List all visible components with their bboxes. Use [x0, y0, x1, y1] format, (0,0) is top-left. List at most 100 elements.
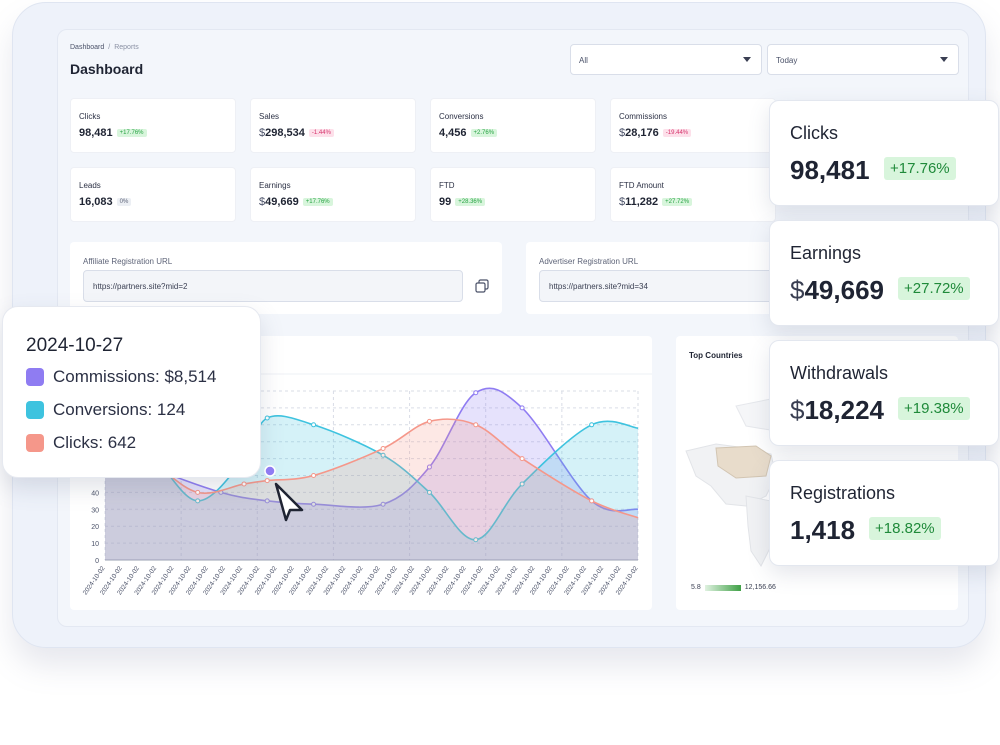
floating-card-label: Earnings [790, 243, 862, 263]
date-range-value: Today [776, 56, 798, 65]
data-point [241, 481, 247, 487]
stat-number: 98,481 [79, 127, 113, 139]
stat-value: $11,282 +27.72% [619, 196, 693, 208]
floating-card-number: 49,669 [804, 275, 884, 305]
map-scale-max: 12,156.66 [744, 584, 776, 591]
floating-card-withdrawals: Withdrawals $18,224 +19.38% [769, 340, 999, 446]
chevron-down-icon [940, 57, 948, 62]
stat-label: FTD Amount [619, 181, 664, 190]
y-tick-label: 30 [91, 507, 99, 514]
stat-value: $49,669 +17.76% [259, 196, 333, 208]
data-point [195, 498, 201, 504]
data-point [519, 405, 525, 411]
copy-icon[interactable] [475, 279, 489, 293]
floating-card-clicks: Clicks 98,481 +17.76% [769, 100, 999, 206]
stat-card-leads: Leads 16,083 0% [70, 167, 236, 222]
stat-change-badge: -19.44% [662, 129, 692, 137]
stat-number: 28,176 [625, 127, 659, 139]
tooltip-clicks: Clicks: 642 [53, 433, 137, 452]
tooltip-row-clicks: Clicks: 642 [26, 433, 136, 453]
map-legend: 5.8 12,156.66 [691, 584, 776, 591]
stat-value: $28,176 -19.44% [619, 127, 692, 139]
series-clicks-area [105, 419, 638, 560]
stat-label: Clicks [79, 112, 101, 121]
floating-card-change-badge: +19.38% [898, 397, 970, 420]
data-point [264, 498, 270, 504]
data-point [426, 464, 432, 470]
data-point [426, 418, 432, 424]
stat-number: 298,534 [265, 127, 305, 139]
area-chart: 0102030402024-10-022024-10-022024-10-022… [70, 373, 652, 596]
data-point [589, 498, 595, 504]
stat-value: 16,083 0% [79, 196, 132, 208]
stat-number: 4,456 [439, 127, 467, 139]
stat-value: $298,534 -1.44% [259, 127, 334, 139]
floating-card-value: $49,669 [790, 275, 884, 306]
stat-card-ftd: FTD 99 +28.36% [430, 167, 596, 222]
floating-card-change-badge: +18.82% [869, 517, 941, 540]
floating-card-earnings: Earnings $49,669 +27.72% [769, 220, 999, 326]
top-countries-title: Top Countries [689, 351, 743, 360]
stat-currency: $ [619, 127, 626, 139]
floating-card-number: 1,418 [790, 515, 856, 545]
data-point [473, 390, 479, 396]
stat-number: 99 [439, 196, 452, 208]
filter-select[interactable]: All [570, 44, 762, 75]
data-point [380, 501, 386, 507]
floating-card-value: $18,224 [790, 395, 884, 426]
stat-number: 11,282 [625, 196, 659, 208]
page-title: Dashboard [70, 61, 144, 77]
floating-card-value: 98,481 [790, 155, 870, 186]
y-tick-label: 10 [91, 541, 99, 548]
series-commissions-area [105, 388, 638, 560]
chart-tooltip: 2024-10-27 Commissions: $8,514 Conversio… [2, 306, 261, 478]
stat-change-badge: +28.36% [455, 198, 486, 206]
floating-card-label: Registrations [790, 483, 896, 503]
stat-card-clicks: Clicks 98,481 +17.76% [70, 98, 236, 153]
stat-currency: $ [259, 127, 266, 139]
stat-label: Commissions [619, 112, 668, 121]
stat-card-conversions: Conversions 4,456 +2.76% [430, 98, 596, 153]
stat-change-badge: +27.72% [662, 198, 693, 206]
breadcrumb-dashboard-link[interactable]: Dashboard [70, 44, 105, 51]
tooltip-date: 2024-10-27 [26, 335, 124, 356]
series-commissions-line [104, 387, 639, 512]
data-point [264, 415, 270, 421]
cursor-icon [264, 465, 304, 522]
floating-card-currency: $ [790, 395, 805, 425]
series-conversions-area [105, 415, 638, 560]
map-country-highlight[interactable] [715, 445, 772, 479]
stat-change-badge: -1.44% [308, 129, 334, 137]
data-point [311, 422, 317, 428]
stat-card-sales: Sales $298,534 -1.44% [250, 98, 416, 153]
series-conversions-line [104, 415, 639, 541]
advertiser-url-label: Advertiser Registration URL [539, 257, 639, 266]
data-point [519, 456, 525, 462]
floating-card-number: 98,481 [790, 155, 870, 185]
floating-card-currency: $ [790, 275, 805, 305]
stat-label: Leads [79, 181, 101, 190]
data-point [195, 489, 201, 495]
affiliate-url-field[interactable]: https://partners.site?mid=2 [83, 270, 463, 302]
chevron-down-icon [743, 57, 751, 62]
y-tick-label: 20 [91, 524, 99, 531]
legend-swatch-commissions [26, 368, 44, 386]
stat-currency: $ [619, 196, 626, 208]
tooltip-row-commissions: Commissions: $8,514 [26, 367, 216, 387]
stat-card-ftd-amount: FTD Amount $11,282 +27.72% [610, 167, 776, 222]
stat-label: Conversions [439, 112, 484, 121]
stat-card-earnings: Earnings $49,669 +17.76% [250, 167, 416, 222]
stat-change-badge: +2.76% [470, 129, 498, 137]
map-scale-min: 5.8 [691, 584, 701, 591]
data-point [311, 473, 317, 478]
data-point [380, 445, 386, 451]
data-point [589, 422, 595, 428]
floating-card-label: Withdrawals [790, 363, 889, 383]
tooltip-row-conversions: Conversions: 124 [26, 400, 185, 420]
stat-value: 98,481 +17.76% [79, 127, 147, 139]
stat-label: FTD [439, 181, 455, 190]
date-range-select[interactable]: Today [767, 44, 959, 75]
stat-currency: $ [259, 196, 266, 208]
floating-card-label: Clicks [790, 123, 838, 143]
data-point [519, 481, 525, 487]
